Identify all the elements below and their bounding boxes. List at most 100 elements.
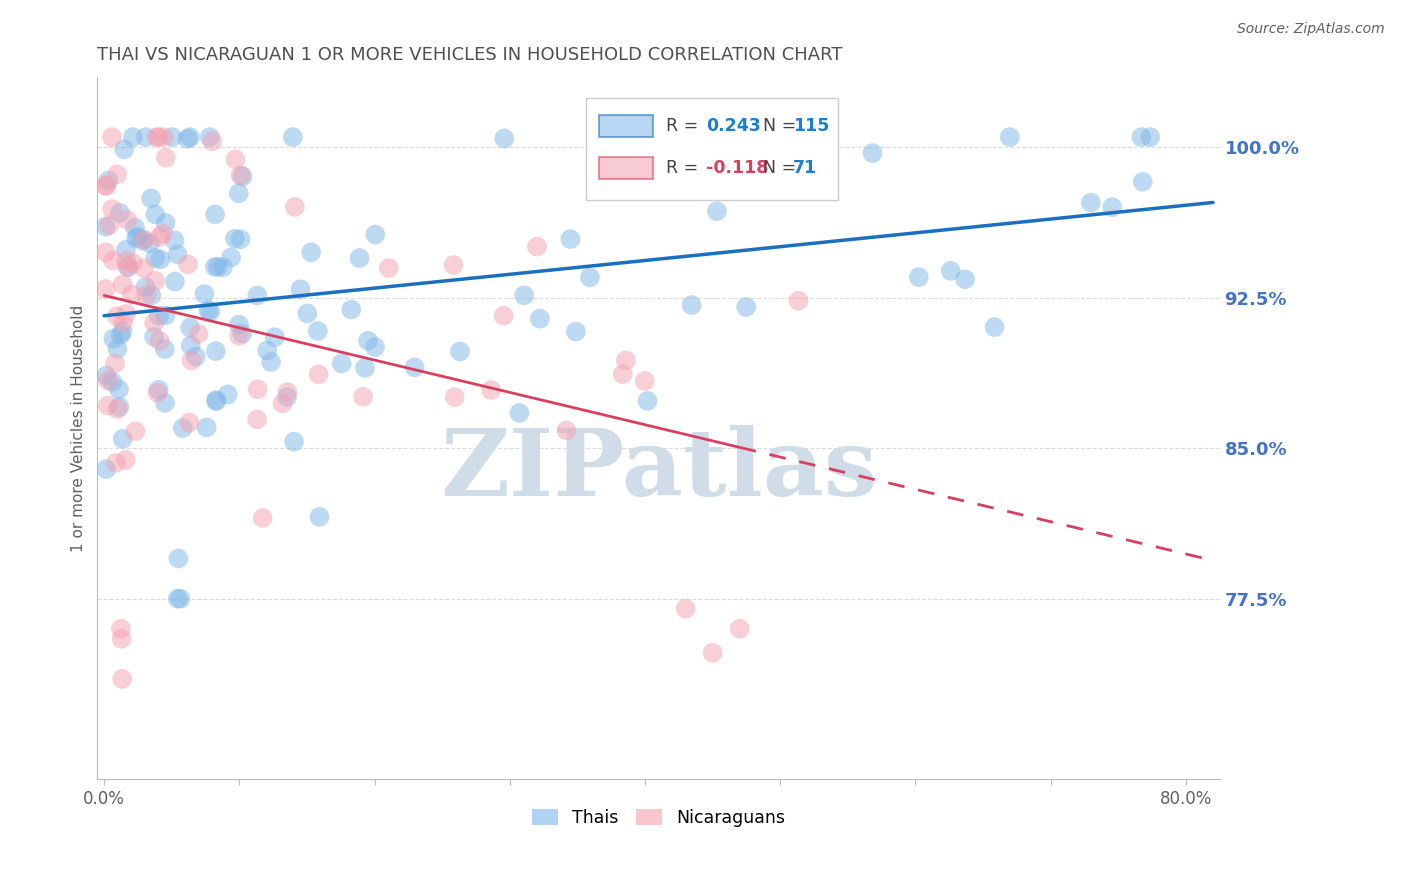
Point bbox=[134, 233, 156, 247]
Point bbox=[114, 453, 136, 467]
Point bbox=[110, 622, 132, 636]
Point bbox=[96, 368, 118, 383]
Point bbox=[143, 330, 166, 344]
Point bbox=[143, 251, 166, 265]
Point bbox=[163, 275, 186, 289]
Text: N =: N = bbox=[752, 117, 801, 135]
Point bbox=[94, 462, 117, 476]
Point bbox=[146, 385, 169, 400]
Point bbox=[526, 239, 548, 253]
Point bbox=[98, 218, 121, 232]
Point bbox=[187, 326, 209, 341]
Point bbox=[112, 316, 135, 330]
Point bbox=[364, 227, 387, 242]
Point bbox=[354, 360, 377, 375]
Point bbox=[104, 456, 127, 470]
Point bbox=[998, 130, 1021, 145]
Point bbox=[97, 398, 120, 412]
Point bbox=[205, 392, 228, 407]
Point bbox=[97, 373, 120, 387]
Point bbox=[155, 151, 177, 165]
Point bbox=[145, 130, 167, 145]
Point bbox=[205, 394, 228, 409]
Point bbox=[340, 302, 363, 317]
Point bbox=[166, 591, 188, 606]
Point bbox=[153, 396, 176, 410]
Point bbox=[1101, 200, 1123, 214]
Point bbox=[308, 368, 330, 382]
Text: R =: R = bbox=[666, 117, 704, 135]
Point bbox=[155, 216, 177, 230]
Point bbox=[560, 232, 582, 246]
Point bbox=[105, 167, 128, 181]
Y-axis label: 1 or more Vehicles in Household: 1 or more Vehicles in Household bbox=[72, 304, 86, 551]
Point bbox=[108, 382, 131, 396]
Point bbox=[180, 338, 202, 352]
Point bbox=[149, 334, 172, 348]
Point bbox=[276, 385, 298, 400]
Point bbox=[122, 130, 145, 145]
Point bbox=[180, 353, 202, 368]
Point bbox=[529, 311, 551, 326]
Point bbox=[97, 173, 120, 187]
Text: 0.243: 0.243 bbox=[706, 117, 761, 135]
Point bbox=[121, 256, 143, 270]
Point bbox=[377, 261, 399, 276]
Point bbox=[111, 632, 134, 646]
Point bbox=[207, 260, 229, 274]
Point bbox=[1139, 130, 1161, 145]
Point bbox=[117, 260, 139, 274]
Point bbox=[449, 344, 471, 359]
Point bbox=[217, 387, 239, 401]
Point bbox=[276, 390, 298, 404]
Point bbox=[172, 421, 194, 435]
Point bbox=[212, 260, 235, 275]
Text: R =: R = bbox=[666, 159, 704, 178]
Point bbox=[229, 169, 252, 183]
Point bbox=[176, 132, 198, 146]
Point bbox=[706, 204, 728, 219]
Point bbox=[105, 309, 128, 323]
Point bbox=[115, 243, 138, 257]
Point bbox=[141, 288, 163, 302]
Point bbox=[205, 344, 228, 359]
Point bbox=[1080, 195, 1102, 210]
Point bbox=[195, 420, 218, 434]
Point bbox=[256, 343, 278, 358]
Point bbox=[125, 231, 148, 245]
Point bbox=[179, 320, 201, 334]
Point bbox=[675, 601, 697, 615]
Point bbox=[166, 247, 188, 261]
Point bbox=[271, 396, 294, 410]
Point bbox=[124, 220, 146, 235]
Point bbox=[131, 234, 153, 248]
Point bbox=[508, 406, 530, 420]
Point bbox=[105, 342, 128, 356]
Point bbox=[494, 131, 516, 145]
Point bbox=[681, 298, 703, 312]
Point bbox=[231, 326, 253, 341]
Point bbox=[297, 306, 319, 320]
Point bbox=[513, 288, 536, 302]
Point bbox=[101, 130, 124, 145]
Point bbox=[101, 253, 124, 268]
Point bbox=[907, 270, 929, 285]
Point bbox=[349, 251, 371, 265]
Point bbox=[197, 303, 219, 318]
Point bbox=[179, 130, 201, 145]
Point bbox=[224, 232, 246, 246]
Point bbox=[260, 355, 283, 369]
Point bbox=[614, 353, 637, 368]
Point bbox=[108, 400, 131, 414]
Point bbox=[143, 316, 166, 330]
Point bbox=[155, 309, 177, 323]
Point bbox=[404, 360, 426, 375]
Point bbox=[612, 367, 634, 381]
Point bbox=[193, 287, 215, 301]
Point bbox=[702, 646, 724, 660]
Point bbox=[307, 324, 329, 338]
Point bbox=[115, 307, 138, 321]
Point bbox=[492, 309, 515, 323]
Point bbox=[124, 424, 146, 438]
Point bbox=[115, 212, 138, 227]
